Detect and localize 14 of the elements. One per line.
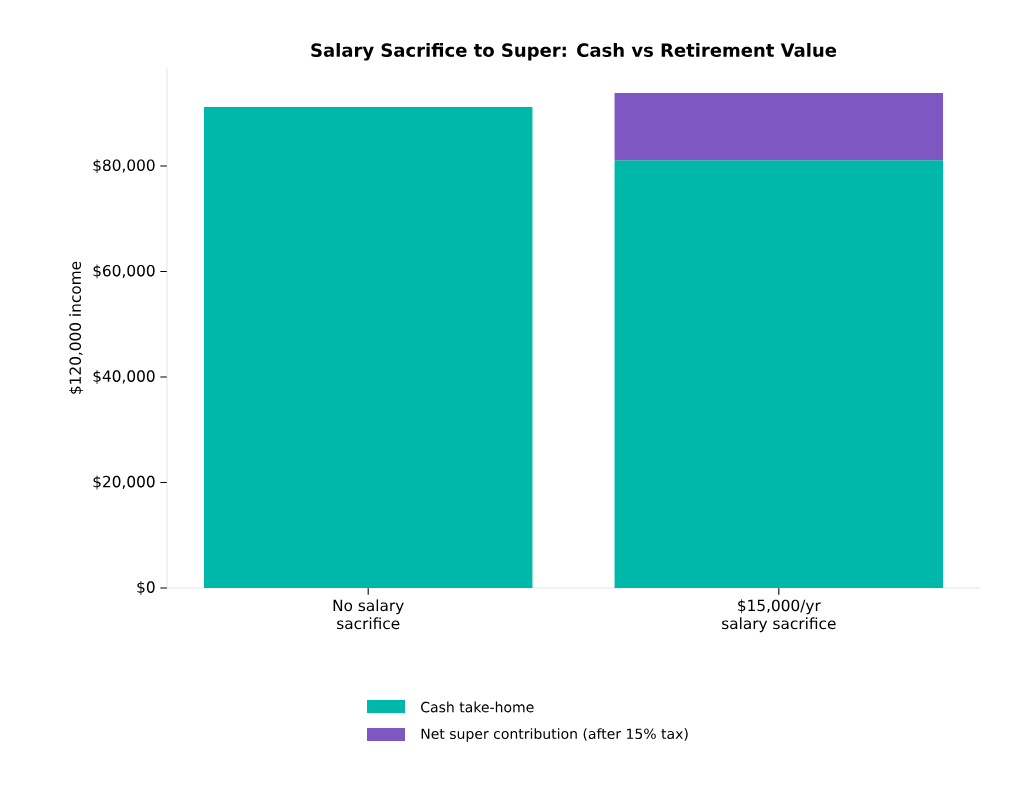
x-tick-label: $15,000/yr salary sacrifice — [722, 599, 836, 633]
y-tick-label: $20,000 — [93, 475, 155, 490]
y-tick-label: $0 — [137, 581, 155, 595]
legend-label: Net super contribution (after 15% tax) — [421, 728, 688, 742]
y-tick-label: $60,000 — [93, 264, 155, 279]
legend-label: Cash take-home — [421, 701, 534, 713]
y-tick-label: $40,000 — [93, 370, 155, 384]
y-axis-title: $120,000 income — [69, 261, 84, 394]
bar — [203, 107, 533, 588]
bar — [614, 93, 944, 161]
y-tick-label: $80,000 — [93, 159, 155, 174]
chart-title: Salary Sacrifice to Super: Cash vs Retirement Value — [311, 43, 837, 61]
bar — [614, 160, 944, 588]
x-tick-label: No salary sacrifice — [333, 599, 404, 630]
